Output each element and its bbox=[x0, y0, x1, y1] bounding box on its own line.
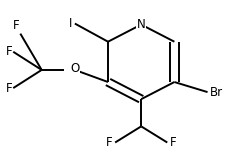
Text: F: F bbox=[5, 82, 12, 95]
Text: F: F bbox=[5, 45, 12, 58]
Text: I: I bbox=[69, 17, 72, 30]
Text: F: F bbox=[12, 19, 19, 32]
Text: Br: Br bbox=[209, 86, 222, 99]
Text: F: F bbox=[106, 136, 112, 149]
Text: F: F bbox=[169, 136, 175, 149]
Text: N: N bbox=[136, 18, 145, 31]
Text: O: O bbox=[70, 62, 79, 75]
